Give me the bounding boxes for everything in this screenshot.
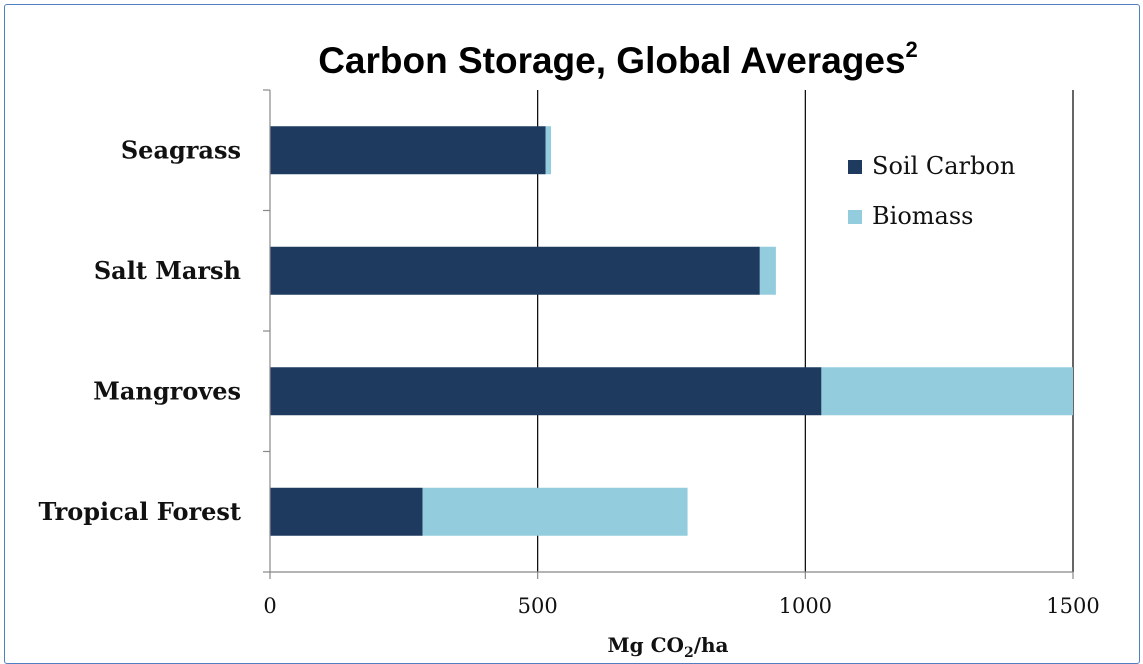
x-axis-title: Mg CO2/ha [608, 633, 729, 659]
bar-mangroves-soil-carbon [270, 367, 822, 416]
legend-label-soil-carbon: Soil Carbon [872, 152, 1015, 180]
category-label-tropical-forest: Tropical Forest [38, 497, 241, 526]
bar-seagrass-biomass [545, 126, 552, 175]
bar-seagrass-soil-carbon [270, 126, 546, 175]
x-tick-label-0: 0 [263, 594, 276, 618]
bar-salt-marsh-biomass [759, 246, 776, 295]
bar-mangroves-biomass [821, 367, 1073, 416]
legend-swatch-soil-carbon [848, 160, 862, 174]
bar-salt-marsh-soil-carbon [270, 246, 760, 295]
x-tick-label-1000: 1000 [779, 594, 832, 618]
x-tick-label-500: 500 [518, 594, 558, 618]
category-label-mangroves: Mangroves [93, 376, 241, 405]
category-label-salt-marsh: Salt Marsh [94, 256, 241, 285]
bar-tropical-forest-soil-carbon [270, 487, 423, 536]
category-label-seagrass: Seagrass [121, 135, 241, 164]
chart-title: Carbon Storage, Global Averages2 [318, 37, 918, 81]
legend-label-biomass: Biomass [872, 202, 973, 230]
bar-tropical-forest-biomass [422, 487, 688, 536]
legend-swatch-biomass [848, 210, 862, 224]
x-tick-label-1500: 1500 [1046, 594, 1099, 618]
